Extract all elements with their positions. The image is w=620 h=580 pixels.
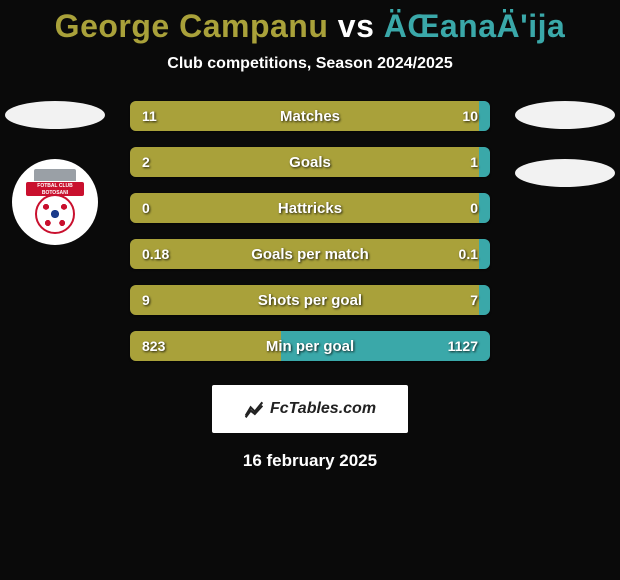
vs-text: vs [338,8,375,44]
brand-text: FcTables.com [270,400,376,418]
stat-label: Goals per match [130,246,490,263]
stat-label: Min per goal [130,338,490,355]
left-column: FOTBAL CLUB BOTOSANI [0,101,110,245]
badge-ball-icon [35,194,75,234]
brand-box: FcTables.com [212,385,408,433]
stat-label: Matches [130,108,490,125]
stats-container: 1110Matches 21Goals 00Hattricks 0.180.1Goal… [130,101,490,361]
chart-line-icon [244,399,264,419]
stat-row: 00Hattricks [130,193,490,223]
stat-row: 8231127Min per goal [130,331,490,361]
player2-club-placeholder [515,159,615,187]
stat-label: Hattricks [130,200,490,217]
player2-photo-placeholder [515,101,615,129]
badge-line1: FOTBAL CLUB [26,183,84,190]
player1-photo-placeholder [5,101,105,129]
comparison-title: George Campanu vs ÄŒanaÄ'ija [0,0,620,45]
badge-castle-icon [34,169,76,181]
stat-label: Goals [130,154,490,171]
stat-label: Shots per goal [130,292,490,309]
subtitle: Club competitions, Season 2024/2025 [0,55,620,73]
player1-club-badge: FOTBAL CLUB BOTOSANI [12,159,98,245]
club-badge-inner: FOTBAL CLUB BOTOSANI [22,169,88,235]
player2-name: ÄŒanaÄ'ija [384,8,566,44]
right-column [510,101,620,187]
stat-row: 0.180.1Goals per match [130,239,490,269]
main-content: FOTBAL CLUB BOTOSANI 1110Matches 21Goals 0… [0,101,620,361]
stat-row: 97Shots per goal [130,285,490,315]
stat-row: 21Goals [130,147,490,177]
date: 16 february 2025 [0,451,620,471]
player1-name: George Campanu [55,8,329,44]
stat-row: 1110Matches [130,101,490,131]
